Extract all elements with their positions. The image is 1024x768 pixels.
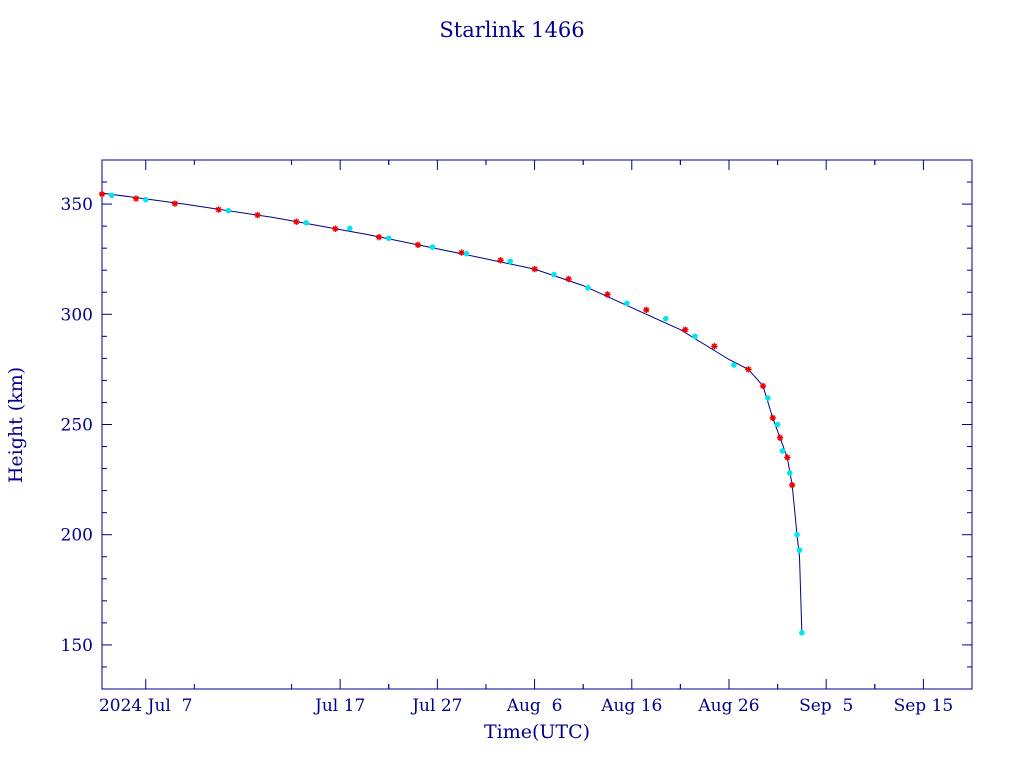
star-stroke bbox=[643, 307, 650, 313]
y-tick-labels: 150 200 250 300 350 bbox=[61, 195, 93, 656]
y-tick-label: 250 bbox=[61, 416, 93, 436]
star-stroke bbox=[682, 326, 688, 333]
star-stroke bbox=[172, 200, 178, 207]
star-stroke bbox=[769, 415, 776, 421]
observation-markers bbox=[98, 190, 805, 636]
dot-marker bbox=[731, 362, 737, 368]
star-marker bbox=[414, 241, 422, 249]
star-marker bbox=[375, 233, 383, 241]
star-stroke bbox=[332, 226, 339, 232]
decay-curve bbox=[101, 192, 803, 634]
axis-ticks bbox=[102, 160, 972, 689]
star-marker bbox=[711, 343, 718, 350]
dot-marker bbox=[779, 448, 786, 454]
star-stroke bbox=[376, 234, 382, 240]
dot-marker bbox=[624, 300, 630, 307]
star-marker bbox=[565, 275, 572, 283]
star-marker bbox=[98, 190, 106, 198]
star-marker bbox=[254, 211, 261, 219]
plot-frame bbox=[101, 159, 973, 690]
star-marker bbox=[458, 249, 465, 256]
star-marker bbox=[604, 291, 611, 298]
dot-marker bbox=[142, 196, 149, 203]
star-stroke bbox=[497, 257, 504, 264]
y-axis-label: Height (km) bbox=[5, 367, 27, 483]
star-stroke bbox=[604, 291, 611, 298]
dot-marker bbox=[799, 629, 805, 636]
x-tick-label: Sep 15 bbox=[894, 696, 954, 716]
y-tick-label: 350 bbox=[61, 195, 93, 215]
star-stroke bbox=[99, 191, 105, 197]
x-tick-label: Aug 6 bbox=[506, 696, 563, 716]
dot-marker bbox=[507, 258, 514, 265]
star-marker bbox=[643, 306, 650, 314]
dot-marker bbox=[303, 220, 309, 226]
y-tick-label: 150 bbox=[61, 636, 93, 656]
x-tick-label: Aug 26 bbox=[697, 696, 759, 716]
star-marker bbox=[293, 218, 300, 225]
dot-marker bbox=[108, 192, 115, 199]
dot-marker bbox=[786, 470, 793, 476]
star-marker bbox=[784, 454, 791, 461]
star-stroke bbox=[745, 366, 752, 373]
star-marker bbox=[788, 481, 796, 489]
star-stroke bbox=[458, 249, 465, 256]
dot-marker bbox=[794, 531, 800, 538]
star-stroke bbox=[254, 212, 261, 218]
star-stroke bbox=[133, 195, 139, 202]
dot-marker bbox=[225, 207, 232, 214]
x-tick-label: Sep 5 bbox=[799, 696, 853, 716]
x-tick-label: 2024 Jul 7 bbox=[99, 696, 193, 716]
star-stroke bbox=[565, 276, 572, 282]
star-marker bbox=[776, 434, 784, 441]
x-tick-label: Jul 27 bbox=[410, 696, 462, 716]
x-tick-label: Aug 16 bbox=[600, 696, 662, 716]
chart-title: Starlink 1466 bbox=[439, 18, 584, 42]
star-stroke bbox=[711, 343, 718, 349]
y-tick-label: 300 bbox=[61, 305, 93, 325]
dot-marker bbox=[551, 271, 557, 278]
star-stroke bbox=[760, 383, 766, 389]
x-axis-label: Time(UTC) bbox=[484, 721, 590, 743]
star-stroke bbox=[784, 454, 791, 461]
star-stroke bbox=[215, 206, 222, 213]
x-tick-labels: 2024 Jul 7 Jul 17 Jul 27 Aug 6 Aug 16 Aug 26 S… bbox=[99, 696, 953, 716]
dot-marker bbox=[692, 333, 698, 340]
star-stroke bbox=[531, 266, 538, 272]
star-marker bbox=[682, 326, 689, 333]
star-marker bbox=[332, 225, 339, 232]
star-stroke bbox=[777, 434, 783, 441]
star-marker bbox=[497, 257, 504, 264]
x-tick-label: Jul 17 bbox=[313, 696, 365, 716]
star-marker bbox=[132, 195, 140, 202]
star-stroke bbox=[293, 218, 300, 225]
y-tick-label: 200 bbox=[61, 526, 93, 546]
star-stroke bbox=[789, 482, 795, 488]
star-marker bbox=[531, 265, 538, 273]
dot-marker bbox=[765, 395, 771, 401]
dot-marker bbox=[429, 244, 436, 250]
star-marker bbox=[769, 414, 776, 422]
star-marker bbox=[745, 366, 752, 373]
dot-marker bbox=[385, 235, 392, 242]
dot-marker bbox=[774, 421, 781, 428]
star-stroke bbox=[415, 242, 421, 248]
dot-marker bbox=[463, 250, 470, 257]
dot-marker bbox=[585, 285, 591, 291]
dot-marker bbox=[796, 547, 803, 553]
star-marker bbox=[171, 200, 179, 207]
dot-marker bbox=[347, 225, 353, 232]
dot-marker bbox=[662, 315, 669, 322]
star-marker bbox=[759, 382, 767, 390]
star-marker bbox=[215, 206, 222, 213]
